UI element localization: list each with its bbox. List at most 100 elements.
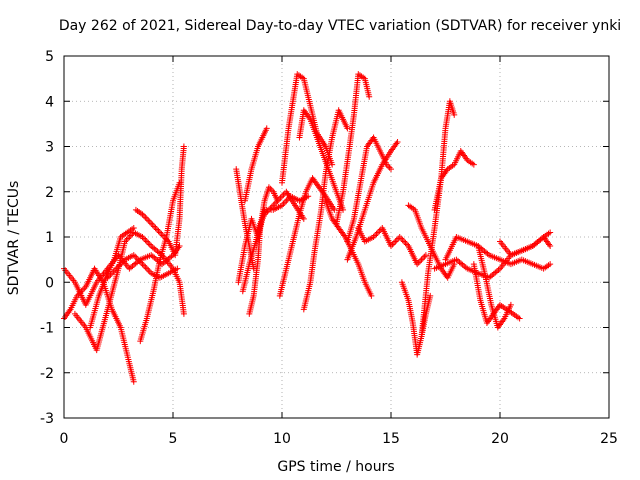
series-prn-x — [418, 98, 458, 340]
y-tick-label: 1 — [45, 230, 54, 246]
y-tick-label: 0 — [45, 275, 54, 291]
y-tick-label: -3 — [40, 411, 54, 427]
data-points — [61, 71, 554, 385]
data-point-marker — [130, 378, 137, 385]
data-point-marker — [547, 261, 554, 268]
series-prn-y — [431, 148, 477, 213]
data-point-marker — [250, 265, 257, 272]
data-point-marker — [421, 253, 428, 260]
data-point-marker — [366, 93, 373, 100]
data-point-marker — [154, 226, 161, 233]
data-point-marker — [399, 237, 406, 244]
y-tick-label: 3 — [45, 140, 54, 156]
series-prn-l — [241, 125, 270, 204]
data-point-marker — [396, 234, 403, 240]
x-tick-label: 10 — [273, 431, 291, 447]
series-prn-g — [104, 252, 181, 281]
data-point-marker — [143, 238, 150, 245]
data-point-marker — [401, 238, 408, 245]
data-point-marker — [394, 138, 401, 145]
data-point-marker — [274, 197, 281, 204]
series-prn-m — [279, 71, 336, 186]
data-point-marker — [279, 193, 285, 200]
data-point-marker — [419, 255, 426, 262]
data-point-marker — [470, 161, 477, 168]
data-point-marker — [451, 111, 458, 118]
data-point-marker — [158, 230, 165, 237]
data-point-marker — [547, 243, 554, 250]
data-point-marker — [176, 243, 183, 250]
data-point-marker — [418, 256, 425, 263]
data-point-marker — [300, 215, 307, 222]
x-tick-label: 5 — [169, 431, 178, 447]
data-point-marker — [159, 232, 166, 239]
data-point-marker — [376, 227, 383, 234]
data-point-marker — [145, 217, 152, 224]
series-prn-q — [333, 71, 373, 227]
data-point-marker — [140, 262, 147, 269]
data-point-marker — [368, 292, 375, 299]
series-prn-k — [246, 184, 281, 317]
data-point-marker — [148, 220, 155, 227]
data-point-marker — [374, 229, 381, 236]
data-point-marker — [180, 143, 187, 150]
data-point-marker — [386, 164, 393, 171]
chart-title: Day 262 of 2021, Sidereal Day-to-day VTE… — [59, 18, 621, 34]
data-point-marker — [277, 194, 284, 201]
series-prn-j — [233, 166, 257, 272]
data-point-marker — [402, 240, 409, 247]
x-tick-label: 20 — [491, 431, 509, 447]
series-prn-t — [344, 138, 401, 263]
series-prn-n — [296, 107, 347, 213]
y-tick-label: -2 — [40, 366, 54, 382]
series-prn-z — [442, 234, 554, 272]
series-prn-u — [355, 224, 429, 268]
series-prn-ac — [475, 243, 514, 331]
data-point-marker — [427, 292, 434, 299]
y-tick-label: 4 — [45, 94, 54, 110]
series-prn-s — [322, 197, 375, 299]
data-point-marker — [344, 125, 351, 132]
data-point-marker — [516, 315, 523, 322]
data-point-marker — [267, 205, 274, 212]
series-prn-p — [276, 175, 338, 299]
data-point-marker — [393, 237, 400, 244]
data-point-marker — [151, 223, 158, 230]
data-point-marker — [149, 221, 156, 228]
data-point-marker — [507, 301, 514, 308]
series-prn-c — [71, 229, 187, 354]
data-point-marker — [340, 206, 347, 213]
data-point-marker — [143, 215, 150, 222]
series-prn-r — [344, 134, 394, 245]
x-tick-label: 0 — [60, 431, 69, 447]
ticks: 0 5 10 15 20 25 -3 -2 -1 0 1 2 3 4 5 — [40, 49, 618, 447]
x-axis-label: GPS time / hours — [277, 459, 394, 475]
data-point-marker — [146, 218, 153, 225]
data-point-marker — [145, 267, 152, 274]
data-point-marker — [155, 227, 162, 234]
data-point-marker — [142, 237, 149, 244]
series-prn-b — [61, 265, 137, 385]
data-point-marker — [390, 240, 397, 247]
data-point-marker — [373, 230, 380, 237]
y-tick-label: -1 — [40, 321, 54, 337]
x-tick-label: 15 — [382, 431, 400, 447]
series-prn-e — [132, 143, 187, 259]
data-point-marker — [331, 206, 338, 213]
data-point-marker — [174, 265, 181, 272]
data-point-marker — [263, 125, 270, 132]
data-point-marker — [130, 224, 137, 231]
series-prn-f — [137, 179, 183, 345]
y-axis-label: SDTVAR / TECUs — [6, 181, 22, 296]
data-point-marker — [140, 212, 147, 219]
data-point-marker — [281, 199, 288, 206]
data-point-marker — [145, 240, 152, 247]
y-tick-label: 2 — [45, 185, 54, 201]
data-point-marker — [116, 262, 123, 269]
data-point-marker — [143, 265, 150, 272]
x-tick-label: 25 — [600, 431, 618, 447]
data-point-marker — [329, 161, 336, 168]
data-point-marker — [156, 229, 163, 236]
data-point-marker — [142, 264, 149, 271]
